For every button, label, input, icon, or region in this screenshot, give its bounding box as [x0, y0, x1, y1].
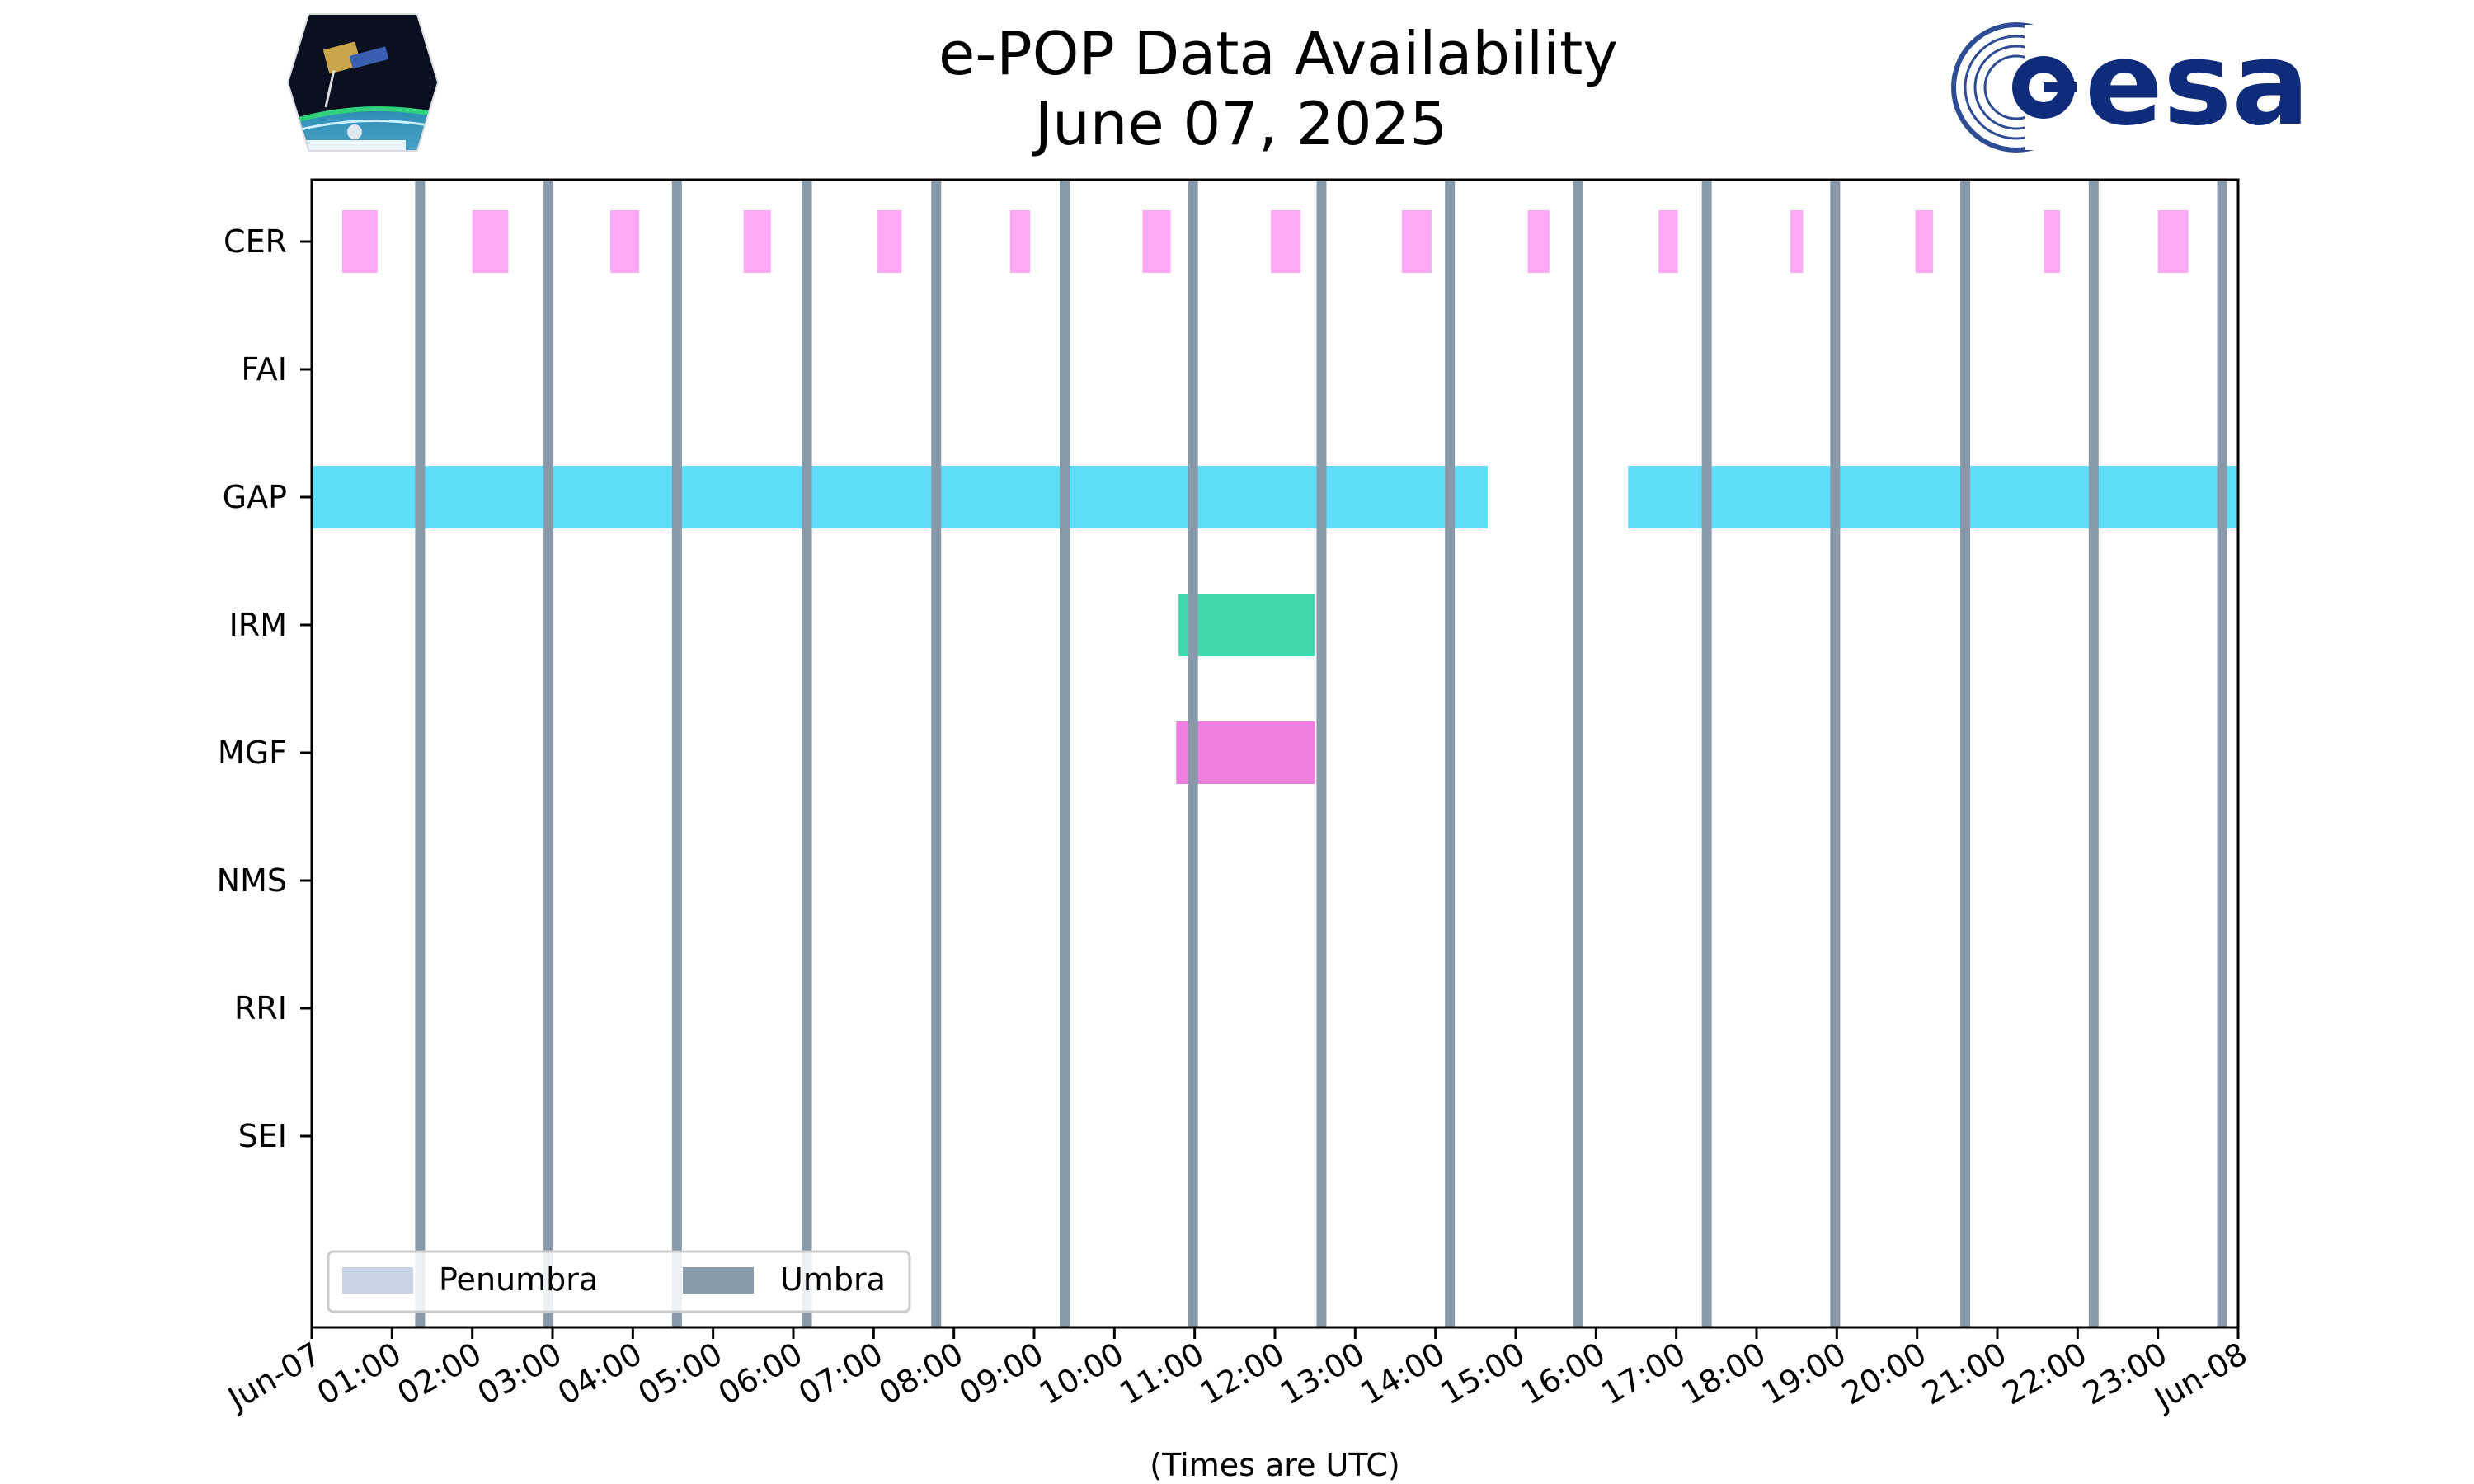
x-tick-label-9: 09:00: [953, 1336, 1050, 1412]
umbra-line-6: [1188, 180, 1198, 1327]
umbra-line-10: [1701, 180, 1712, 1327]
bar-cer-0: [341, 210, 378, 273]
x-tick-label-12: 12:00: [1194, 1336, 1291, 1412]
bar-mgf-0: [1176, 721, 1315, 784]
x-tick-label-3: 03:00: [472, 1336, 568, 1412]
umbra-line-4: [931, 180, 942, 1327]
umbra-line-3: [802, 180, 812, 1327]
umbra-layer: [415, 180, 2227, 1327]
bar-cer-10: [1658, 210, 1678, 273]
umbra-line-8: [1445, 180, 1456, 1327]
bar-cer-1: [472, 210, 509, 273]
y-tick-label-nms: NMS: [217, 862, 287, 899]
x-tick-label-16: 16:00: [1515, 1336, 1611, 1412]
x-tick-label-5: 05:00: [632, 1336, 728, 1412]
y-tick-label-rri: RRI: [234, 990, 287, 1026]
x-tick-label-18: 18:00: [1676, 1336, 1772, 1412]
bar-cer-9: [1527, 210, 1550, 273]
legend: Penumbra Umbra: [327, 1250, 911, 1313]
bar-cer-5: [1009, 210, 1031, 273]
bar-cer-6: [1142, 210, 1171, 273]
bar-cer-12: [1915, 210, 1934, 273]
x-axis: Jun-0701:0002:0003:0004:0005:0006:0007:0…: [221, 1327, 2254, 1418]
x-axis-label: (Times are UTC): [1150, 1447, 1399, 1483]
x-tick-label-4: 04:00: [552, 1336, 648, 1412]
bar-cer-2: [610, 210, 640, 273]
legend-label-umbra: Umbra: [780, 1261, 886, 1298]
cassiope-logo: [286, 13, 440, 152]
umbra-line-1: [543, 180, 554, 1327]
x-tick-label-2: 02:00: [391, 1336, 487, 1412]
bar-cer-8: [1401, 210, 1432, 273]
umbra-line-5: [1059, 180, 1070, 1327]
umbra-line-9: [1573, 180, 1583, 1327]
chart-subtitle: June 07, 2025: [1032, 89, 1447, 158]
y-tick-label-mgf: MGF: [218, 735, 287, 771]
esa-logo: esa: [1951, 17, 2310, 153]
y-tick-label-sei: SEI: [238, 1118, 287, 1154]
x-tick-label-13: 13:00: [1274, 1336, 1371, 1412]
x-tick-label-22: 22:00: [1997, 1336, 2093, 1412]
bar-cer-4: [877, 210, 902, 273]
bar-irm-0: [1178, 594, 1315, 656]
x-tick-label-8: 08:00: [872, 1336, 969, 1412]
chart-title: e-POP Data Availability: [938, 19, 1618, 88]
bar-cer-7: [1271, 210, 1301, 273]
bar-gap-1: [1628, 466, 2238, 528]
bar-gap-0: [312, 466, 1488, 528]
x-tick-label-15: 15:00: [1435, 1336, 1531, 1412]
bar-cer-3: [743, 210, 771, 273]
y-tick-label-gap: GAP: [223, 479, 287, 515]
x-tick-label-19: 19:00: [1756, 1336, 1852, 1412]
x-tick-label-21: 21:00: [1917, 1336, 2013, 1412]
bar-cer-14: [2157, 210, 2189, 273]
umbra-line-14: [2217, 180, 2227, 1327]
x-tick-label-17: 17:00: [1595, 1336, 1691, 1412]
x-tick-label-14: 14:00: [1354, 1336, 1451, 1412]
bars-layer: [312, 210, 2238, 784]
x-tick-label-0: Jun-07: [221, 1336, 327, 1418]
umbra-line-0: [415, 180, 426, 1327]
esa-logo-text: esa: [2085, 17, 2310, 152]
x-tick-label-1: 01:00: [311, 1336, 407, 1412]
umbra-line-2: [671, 180, 682, 1327]
y-tick-label-fai: FAI: [241, 351, 287, 387]
bar-cer-13: [2044, 210, 2060, 273]
legend-label-penumbra: Penumbra: [439, 1261, 598, 1298]
legend-box: [327, 1250, 911, 1313]
x-tick-label-11: 11:00: [1113, 1336, 1210, 1412]
y-tick-label-cer: CER: [223, 223, 287, 260]
umbra-line-12: [1960, 180, 1971, 1327]
umbra-line-11: [1830, 180, 1841, 1327]
umbra-line-13: [2088, 180, 2099, 1327]
plot-area: CER FAI GAP IRM MGF NMS RRI SEI Jun-0701:0002:0…: [217, 178, 2254, 1418]
y-tick-label-irm: IRM: [229, 607, 287, 643]
x-tick-label-7: 07:00: [793, 1336, 889, 1412]
x-tick-label-10: 10:00: [1033, 1336, 1130, 1412]
bar-cer-11: [1790, 210, 1804, 273]
x-tick-label-20: 20:00: [1836, 1336, 1932, 1412]
umbra-line-7: [1316, 180, 1327, 1327]
legend-swatch-umbra: [683, 1267, 754, 1294]
y-axis: CER FAI GAP IRM MGF NMS RRI SEI: [217, 223, 312, 1154]
x-tick-label-6: 06:00: [713, 1336, 809, 1412]
legend-swatch-penumbra: [342, 1267, 413, 1294]
x-tick-label-24: Jun-08: [2147, 1336, 2254, 1418]
